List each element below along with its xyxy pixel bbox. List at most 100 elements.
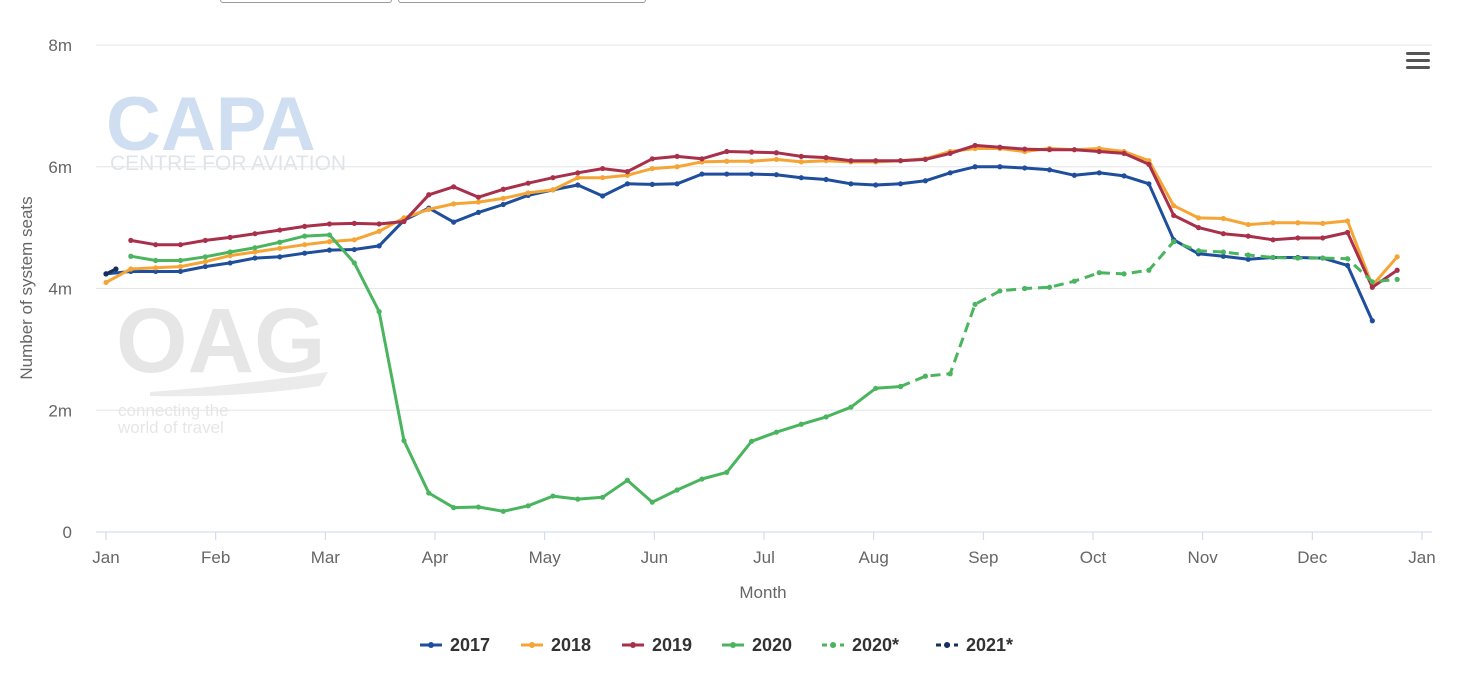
data-point <box>724 171 730 177</box>
data-point <box>1344 256 1351 262</box>
data-point <box>376 243 382 249</box>
data-point <box>748 171 755 177</box>
data-point <box>1320 220 1326 226</box>
data-point <box>1394 254 1400 260</box>
x-tick-label: Jan <box>1408 548 1435 567</box>
legend-item[interactable]: 2017 <box>420 635 490 655</box>
data-point <box>351 237 357 243</box>
data-point <box>252 255 258 261</box>
legend-label: 2017 <box>450 635 490 655</box>
capa-watermark: CAPA CENTRE FOR AVIATION <box>106 82 346 175</box>
legend-marker <box>529 642 535 648</box>
series-line <box>130 143 1399 289</box>
data-point <box>227 249 233 255</box>
data-point <box>376 228 382 234</box>
data-point <box>1022 146 1028 152</box>
data-point <box>624 181 631 187</box>
data-point <box>451 505 457 511</box>
data-point <box>823 155 829 161</box>
data-point <box>624 172 631 178</box>
legend-item[interactable]: 2021* <box>936 635 1013 655</box>
legend-marker <box>428 642 434 648</box>
data-point <box>451 219 457 225</box>
data-point <box>649 181 655 188</box>
range-selector-box[interactable] <box>398 0 646 3</box>
legend-item[interactable]: 2020* <box>822 635 899 655</box>
data-point <box>1046 147 1053 153</box>
legend-marker <box>830 642 836 648</box>
data-point <box>674 164 680 170</box>
legend[interactable]: 2017 2018 2019 2020 2020* 2021* <box>420 635 1013 655</box>
data-point <box>1022 165 1028 171</box>
data-point <box>227 253 233 259</box>
data-point <box>525 503 531 509</box>
data-point <box>128 266 134 272</box>
data-point <box>252 231 258 237</box>
data-point <box>1121 271 1127 277</box>
data-point <box>748 149 755 155</box>
data-point <box>798 159 804 165</box>
data-point <box>1121 173 1127 179</box>
data-point <box>1195 225 1202 231</box>
data-point <box>302 242 308 248</box>
data-point <box>1071 278 1077 284</box>
data-point <box>600 193 606 199</box>
airplane-icon <box>150 372 328 397</box>
data-point <box>600 175 606 181</box>
data-point <box>326 221 333 227</box>
data-point <box>451 201 457 207</box>
x-tick-label: Sep <box>968 548 998 567</box>
data-point <box>153 268 159 275</box>
data-point <box>277 239 283 245</box>
gridlines <box>96 44 1432 411</box>
capa-watermark-main: CAPA <box>106 82 316 167</box>
data-point <box>475 504 482 510</box>
data-point <box>153 265 159 271</box>
data-point <box>575 496 581 502</box>
data-point <box>1220 249 1226 255</box>
data-point <box>1245 256 1251 262</box>
data-point <box>500 195 506 202</box>
range-selector-box[interactable] <box>220 0 392 3</box>
data-point <box>773 172 780 178</box>
series-line <box>105 165 1374 322</box>
capa-watermark-sub: CENTRE FOR AVIATION <box>110 152 346 175</box>
series-2019 <box>128 142 1400 290</box>
data-point <box>848 404 854 410</box>
data-point <box>972 164 978 170</box>
y-tick-label: 6m <box>48 158 72 177</box>
y-axis-ticks: 0 2m 4m 6m 8m <box>48 36 72 542</box>
data-point <box>1369 284 1375 290</box>
data-point <box>624 477 631 483</box>
data-point <box>227 234 233 240</box>
data-point <box>550 493 556 499</box>
data-point <box>1046 167 1053 173</box>
data-point <box>897 181 904 187</box>
data-point <box>302 223 308 230</box>
series-line <box>130 233 901 513</box>
data-point <box>1344 262 1351 268</box>
data-point <box>748 438 755 444</box>
legend-item[interactable]: 2020 <box>722 635 792 655</box>
data-point <box>1320 255 1326 261</box>
data-point <box>798 421 804 427</box>
data-point <box>1195 248 1202 254</box>
data-point <box>997 288 1003 294</box>
y-tick-label: 8m <box>48 36 72 55</box>
chart-menu-button[interactable] <box>1398 46 1440 78</box>
data-point <box>1295 255 1301 261</box>
y-tick-label: 2m <box>48 401 72 420</box>
data-point <box>128 237 134 244</box>
data-point <box>873 385 879 391</box>
legend-item[interactable]: 2019 <box>622 635 692 655</box>
legend-label: 2021* <box>966 635 1013 655</box>
data-point <box>1195 215 1202 221</box>
y-tick-label: 0 <box>63 523 72 542</box>
legend-item[interactable]: 2018 <box>521 635 591 655</box>
x-tick-label: Mar <box>311 548 341 567</box>
oag-watermark-main: OAG <box>116 290 326 392</box>
data-point <box>873 158 879 164</box>
data-point <box>724 469 730 475</box>
data-point <box>1220 231 1226 237</box>
